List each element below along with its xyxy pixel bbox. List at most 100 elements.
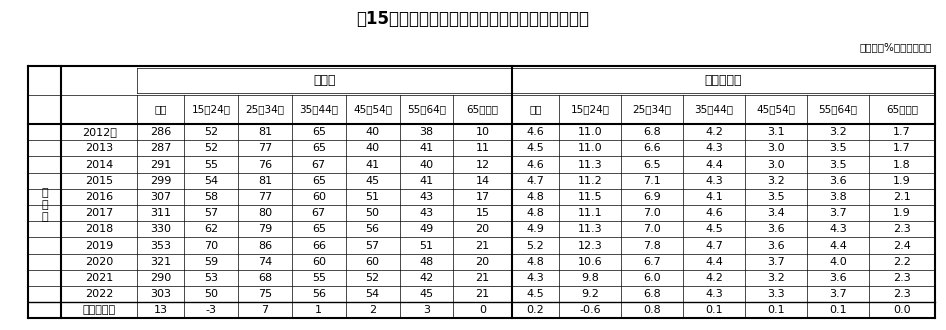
Text: 6.5: 6.5: [643, 160, 660, 170]
Text: 311: 311: [150, 208, 171, 218]
Text: 7.0: 7.0: [643, 208, 660, 218]
Text: 57: 57: [365, 241, 379, 250]
Text: 4.3: 4.3: [705, 289, 723, 299]
Text: 80: 80: [258, 208, 272, 218]
Text: 男
女
計: 男 女 計: [42, 188, 48, 222]
Text: 表15　年齢階級別転職者数及び転職者比率の推移: 表15 年齢階級別転職者数及び転職者比率の推移: [357, 10, 589, 28]
Text: 2.3: 2.3: [893, 289, 911, 299]
Text: 11.5: 11.5: [577, 192, 603, 202]
Text: 0.8: 0.8: [643, 305, 660, 315]
Text: 4.8: 4.8: [526, 208, 544, 218]
Text: 3.1: 3.1: [767, 127, 785, 137]
Text: 4.9: 4.9: [526, 224, 544, 234]
Text: 60: 60: [312, 192, 325, 202]
Text: 総数: 総数: [529, 105, 542, 115]
Text: 0.2: 0.2: [527, 305, 544, 315]
Text: 65: 65: [312, 176, 325, 186]
Text: 52: 52: [365, 273, 379, 283]
Text: 2: 2: [369, 305, 377, 315]
Text: 3.0: 3.0: [767, 143, 785, 153]
Text: 2.4: 2.4: [893, 241, 911, 250]
Text: 43: 43: [419, 208, 433, 218]
Text: 3.7: 3.7: [767, 257, 785, 267]
Text: 40: 40: [419, 160, 433, 170]
Text: 50: 50: [204, 289, 218, 299]
Text: 2019: 2019: [85, 241, 114, 250]
Text: 50: 50: [365, 208, 379, 218]
Text: -3: -3: [205, 305, 217, 315]
Text: 77: 77: [257, 143, 272, 153]
Text: 65歳以上: 65歳以上: [466, 105, 499, 115]
Text: 65: 65: [312, 143, 325, 153]
Text: 転職者比率: 転職者比率: [705, 74, 742, 87]
Text: 5.2: 5.2: [527, 241, 544, 250]
Text: 3.5: 3.5: [830, 143, 847, 153]
Text: 6.8: 6.8: [643, 289, 660, 299]
Text: 0.1: 0.1: [705, 305, 723, 315]
Text: 55～64歳: 55～64歳: [407, 105, 446, 115]
Text: 4.6: 4.6: [527, 127, 544, 137]
Text: 45: 45: [365, 176, 379, 186]
Text: 35～44歳: 35～44歳: [299, 105, 339, 115]
Text: 2013: 2013: [85, 143, 114, 153]
Text: 12.3: 12.3: [577, 241, 603, 250]
Text: 4.3: 4.3: [705, 176, 723, 186]
Text: 86: 86: [258, 241, 272, 250]
Text: 9.2: 9.2: [581, 289, 599, 299]
Text: 15～24歳: 15～24歳: [570, 105, 609, 115]
Text: 45～54歳: 45～54歳: [353, 105, 393, 115]
Text: 3.8: 3.8: [830, 192, 847, 202]
Text: 4.3: 4.3: [527, 273, 544, 283]
Text: 21: 21: [476, 289, 490, 299]
Text: 総数: 総数: [154, 105, 166, 115]
Text: 4.6: 4.6: [705, 208, 723, 218]
Text: 51: 51: [365, 192, 379, 202]
Text: 3.2: 3.2: [767, 176, 785, 186]
Text: 4.4: 4.4: [705, 257, 723, 267]
Text: 56: 56: [365, 224, 379, 234]
Text: 66: 66: [312, 241, 325, 250]
Text: 3.6: 3.6: [830, 176, 847, 186]
Text: 1.9: 1.9: [893, 176, 911, 186]
Text: 2016: 2016: [85, 192, 114, 202]
Text: 2012年: 2012年: [81, 127, 116, 137]
Text: 対前年増減: 対前年増減: [82, 305, 115, 315]
Text: 7.1: 7.1: [643, 176, 660, 186]
Text: 7: 7: [261, 305, 269, 315]
Text: 2018: 2018: [85, 224, 114, 234]
Text: 4.4: 4.4: [705, 160, 723, 170]
Text: 1.7: 1.7: [893, 143, 911, 153]
Text: 3.0: 3.0: [767, 160, 785, 170]
Text: 12: 12: [476, 160, 490, 170]
Text: 303: 303: [150, 289, 171, 299]
Text: 2017: 2017: [85, 208, 114, 218]
Text: 41: 41: [365, 160, 379, 170]
Text: 0.1: 0.1: [830, 305, 847, 315]
Text: 55: 55: [312, 273, 325, 283]
Text: 290: 290: [150, 273, 171, 283]
Text: 321: 321: [150, 257, 171, 267]
Text: 81: 81: [258, 176, 272, 186]
Text: 11.3: 11.3: [577, 160, 603, 170]
Text: 3.7: 3.7: [830, 208, 847, 218]
Text: 3.4: 3.4: [767, 208, 785, 218]
Text: 52: 52: [204, 127, 219, 137]
Text: 9.8: 9.8: [581, 273, 599, 283]
Text: 2.1: 2.1: [893, 192, 911, 202]
Text: 4.5: 4.5: [527, 289, 544, 299]
Text: 41: 41: [419, 176, 433, 186]
Text: 3.5: 3.5: [767, 192, 785, 202]
Text: 286: 286: [150, 127, 171, 137]
Text: 6.9: 6.9: [643, 192, 660, 202]
Text: 2015: 2015: [85, 176, 114, 186]
Text: 4.6: 4.6: [527, 160, 544, 170]
Text: 4.3: 4.3: [705, 143, 723, 153]
Text: 17: 17: [476, 192, 490, 202]
Text: 21: 21: [476, 273, 490, 283]
Text: 35～44歳: 35～44歳: [694, 105, 733, 115]
Text: 77: 77: [257, 192, 272, 202]
Text: 4.1: 4.1: [705, 192, 723, 202]
Text: 299: 299: [150, 176, 171, 186]
Text: 38: 38: [419, 127, 433, 137]
Text: 2022: 2022: [85, 289, 114, 299]
